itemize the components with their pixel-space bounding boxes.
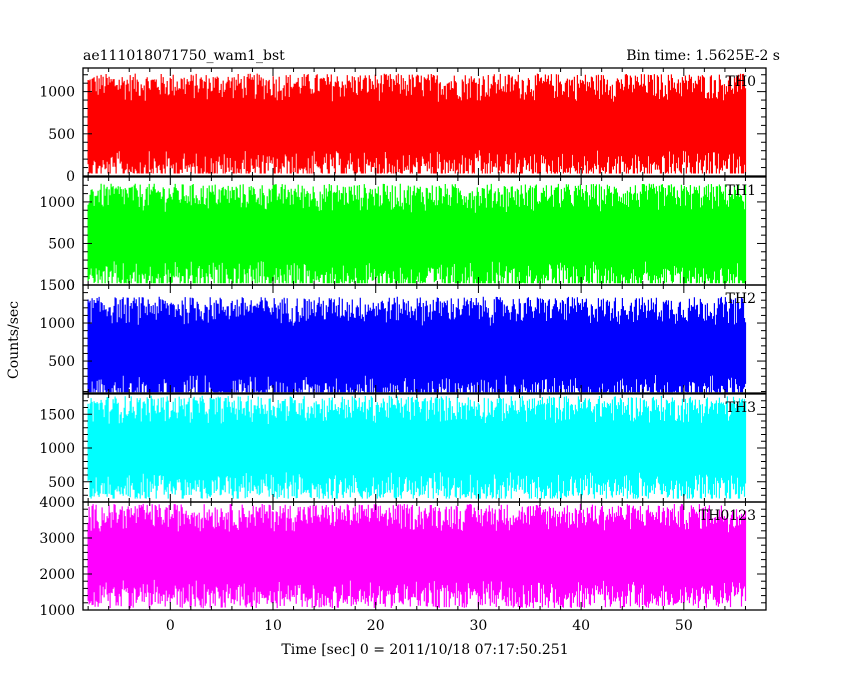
series-th0	[87, 73, 747, 174]
panels-group: 05001000TH005001000TH150010001500TH25001…	[39, 67, 767, 634]
y-tick-label-th0: 1000	[39, 85, 75, 101]
x-tick-label: 30	[470, 618, 488, 634]
y-tick-label-th2: 500	[48, 354, 75, 370]
y-tick-label-th1: 500	[48, 236, 75, 252]
y-tick-label-th0123: 3000	[39, 531, 75, 547]
y-axis-label: Counts/sec	[6, 301, 22, 379]
y-tick-label-th2: 1500	[39, 278, 75, 294]
series-th1	[87, 183, 747, 284]
x-tick-label: 0	[166, 618, 175, 634]
panel-frame-th2	[82, 284, 767, 394]
panel-label-th1: TH1	[726, 183, 756, 199]
y-tick-label-th0123: 2000	[39, 567, 75, 583]
series-th3	[87, 395, 747, 499]
y-tick-label-th3: 500	[48, 475, 75, 491]
x-tick-label: 40	[572, 618, 590, 634]
x-axis-label: Time [sec] 0 = 2011/10/18 07:17:50.251	[281, 642, 568, 658]
y-tick-label-th0123: 4000	[39, 495, 75, 511]
series-th0123	[87, 503, 747, 609]
chart-title: ae111018071750_wam1_bst	[83, 48, 285, 64]
y-tick-label-th2: 1000	[39, 316, 75, 332]
y-tick-label-th0: 0	[66, 169, 75, 185]
panel-frame-th0123	[82, 501, 767, 611]
panel-label-th0123: TH0123	[699, 508, 756, 524]
x-tick-label: 20	[367, 618, 385, 634]
panel-frame-th0	[82, 67, 767, 177]
y-tick-label-th0: 500	[48, 127, 75, 143]
y-tick-label-th3: 1000	[39, 441, 75, 457]
x-tick-label: 10	[264, 618, 282, 634]
x-tick-label: 50	[675, 618, 693, 634]
panel-label-th3: TH3	[726, 400, 756, 416]
y-tick-label-th1: 0	[66, 278, 75, 294]
y-tick-label-th3: 1500	[39, 407, 75, 423]
series-th2	[87, 296, 747, 393]
y-tick-label-th1: 1000	[39, 195, 75, 211]
panel-label-th2: TH2	[726, 291, 756, 307]
panel-label-th0: TH0	[726, 74, 756, 90]
bin-time-label: Bin time: 1.5625E-2 s	[626, 48, 780, 64]
y-tick-label-th0123: 1000	[39, 603, 75, 619]
